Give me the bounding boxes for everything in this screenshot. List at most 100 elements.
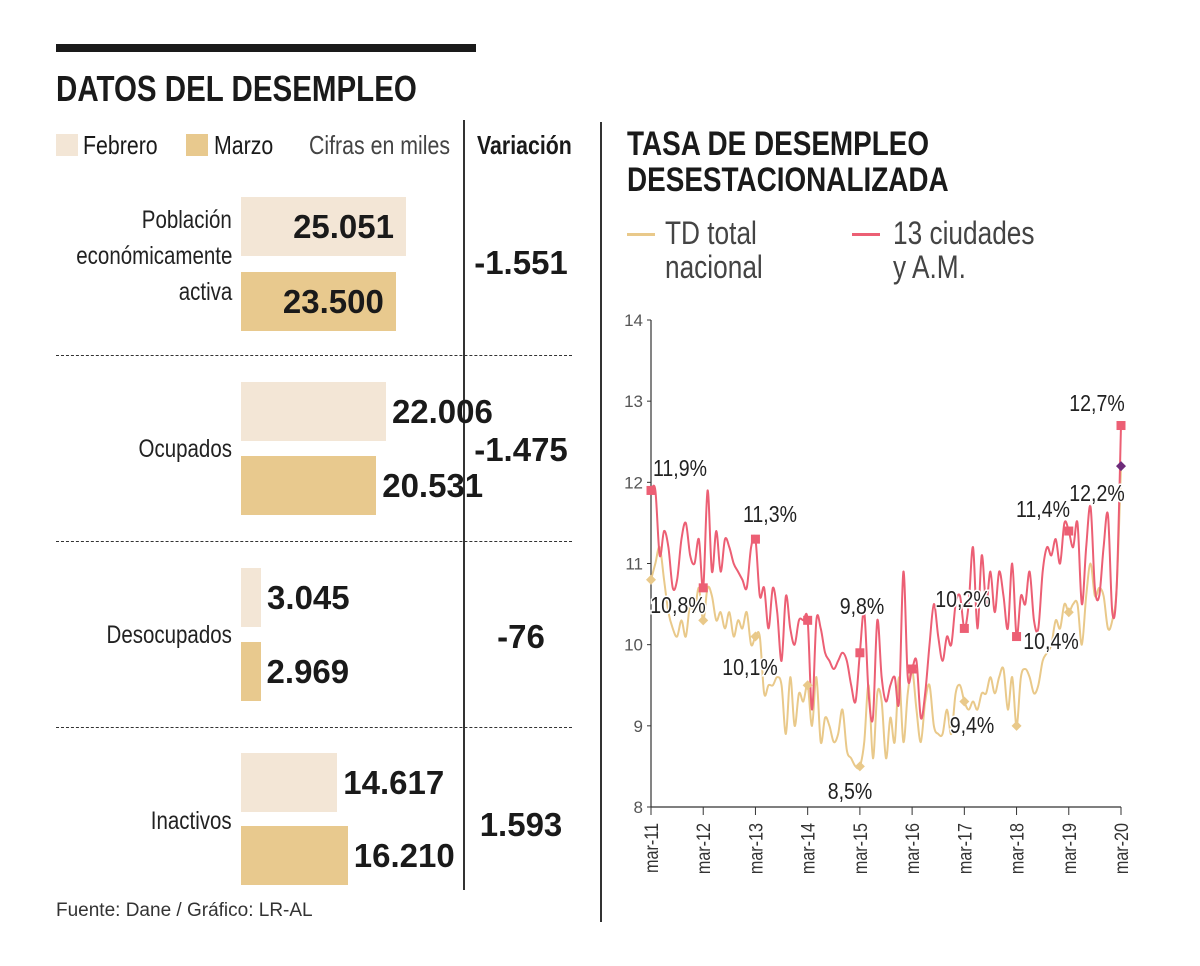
value-marzo: 20.531	[382, 467, 484, 504]
chart-title-line2: DESESTACIONALIZADA	[627, 161, 949, 199]
variation-value: -1.475	[474, 431, 568, 468]
y-tick-label: 13	[624, 392, 643, 411]
bar-marzo	[241, 272, 396, 331]
data-marker-square	[1012, 632, 1022, 642]
legend-ciudades: 13 ciudades y A.M.	[893, 216, 1066, 284]
x-tick-label: mar-19	[1059, 823, 1081, 874]
data-marker-square	[803, 615, 813, 625]
data-label: 12,7%	[1069, 391, 1124, 417]
data-label: 11,4%	[1016, 497, 1070, 523]
legend-line-ciudades	[852, 233, 880, 236]
x-tick-label: mar-12	[693, 823, 715, 874]
bar-marzo	[241, 642, 261, 701]
data-label: 10,1%	[722, 655, 777, 681]
series-line-ciudades	[650, 425, 1122, 723]
legend-swatch-marzo	[186, 134, 208, 156]
legend-febrero: Febrero	[83, 130, 174, 161]
data-marker-diamond	[854, 761, 865, 772]
y-tick-label: 10	[624, 636, 643, 655]
data-label: 11,3%	[743, 502, 797, 528]
panel-divider	[600, 122, 602, 922]
data-marker-diamond	[1063, 607, 1074, 618]
legend-marzo: Marzo	[214, 130, 286, 161]
y-tick-label: 11	[625, 555, 643, 574]
variation-divider	[463, 120, 465, 890]
row-label: activa	[167, 274, 232, 310]
row-label-text: Ocupados	[138, 435, 232, 463]
row-label-text: Inactivos	[151, 807, 232, 835]
legend-ciudades-line2: y A.M.	[893, 249, 966, 285]
legend-nacional-line1: TD total	[665, 215, 757, 251]
bar-febrero	[241, 753, 338, 812]
row-label: Desocupados	[79, 617, 232, 653]
value-febrero: 3.045	[267, 579, 350, 616]
data-label: 10,2%	[935, 587, 990, 613]
y-tick-label: 8	[634, 798, 643, 817]
y-tick-label: 9	[634, 717, 643, 736]
row-label-text: Desocupados	[106, 621, 232, 649]
chart-title-line1: TASA DE DESEMPLEO	[627, 125, 930, 163]
variation-header: Variación	[477, 130, 593, 161]
value-febrero: 22.006	[391, 393, 493, 430]
source-text: Fuente: Dane / Gráfico: LR-AL	[56, 900, 313, 921]
data-marker-diamond	[698, 615, 709, 626]
data-marker-diamond	[802, 680, 813, 691]
bar-febrero	[241, 382, 386, 441]
data-label: 12,2%	[1069, 481, 1124, 507]
left-title-text: DATOS DEL DESEMPLEO	[56, 68, 417, 109]
x-tick-label: mar-20	[1111, 823, 1133, 874]
data-marker-square	[907, 664, 917, 674]
source-note: Fuente: Dane / Gráfico: LR-AL	[56, 900, 313, 922]
x-tick-label: mar-16	[902, 823, 924, 874]
value-marzo: 2.969	[266, 653, 350, 690]
variation-value: 1.593	[479, 806, 563, 843]
bar-marzo	[241, 826, 348, 885]
bar-marzo	[241, 456, 377, 515]
units-note: Cifras en miles	[309, 130, 481, 161]
x-tick-label: mar-14	[797, 823, 819, 874]
x-tick-label: mar-15	[850, 823, 872, 874]
value-marzo: 16.210	[353, 837, 455, 874]
data-marker-diamond	[750, 631, 761, 642]
row-separator	[56, 541, 572, 542]
data-label: 9,8%	[840, 594, 885, 620]
units-note-text: Cifras en miles	[309, 130, 450, 160]
data-label: 10,8%	[650, 593, 705, 619]
data-marker-diamond	[646, 574, 656, 585]
data-marker-square	[698, 583, 708, 593]
legend-nacional: TD total nacional	[665, 216, 784, 284]
chart-title: TASA DE DESEMPLEO DESESTACIONALIZADA	[627, 126, 1019, 198]
y-tick-label: 12	[624, 473, 643, 492]
x-tick-label: mar-18	[1006, 823, 1028, 874]
row-label-text: económicamente	[75, 242, 232, 270]
data-marker-square	[1064, 526, 1074, 536]
bar-febrero	[241, 568, 262, 627]
data-marker-diamond	[1011, 720, 1022, 731]
value-febrero: 14.617	[343, 764, 445, 801]
data-marker-square	[750, 534, 760, 544]
legend-nacional-line2: nacional	[665, 249, 763, 285]
data-marker-square	[646, 485, 656, 495]
row-separator	[56, 355, 572, 356]
data-marker-square	[855, 648, 865, 658]
series-line-nacional	[650, 466, 1122, 770]
bar-febrero	[241, 197, 406, 256]
row-label: económicamente	[42, 238, 232, 274]
legend-swatch-febrero	[56, 134, 78, 156]
variation-value: -1.551	[474, 244, 568, 281]
data-marker-diamond	[959, 696, 970, 707]
value-marzo: 23.500	[282, 283, 384, 320]
variation-value: -76	[497, 618, 545, 655]
data-marker-square	[959, 623, 969, 633]
value-febrero: 25.051	[293, 208, 394, 245]
data-label: 11,9%	[653, 456, 707, 482]
legend-marzo-label: Marzo	[214, 130, 274, 160]
left-title: DATOS DEL DESEMPLEO	[56, 68, 496, 110]
variation-header-text: Variación	[477, 130, 572, 160]
row-label: Ocupados	[118, 431, 232, 467]
row-label: Población	[122, 202, 232, 238]
x-tick-label: mar-13	[745, 823, 767, 874]
data-label: 8,5%	[828, 779, 873, 805]
y-tick-label: 14	[624, 311, 643, 330]
